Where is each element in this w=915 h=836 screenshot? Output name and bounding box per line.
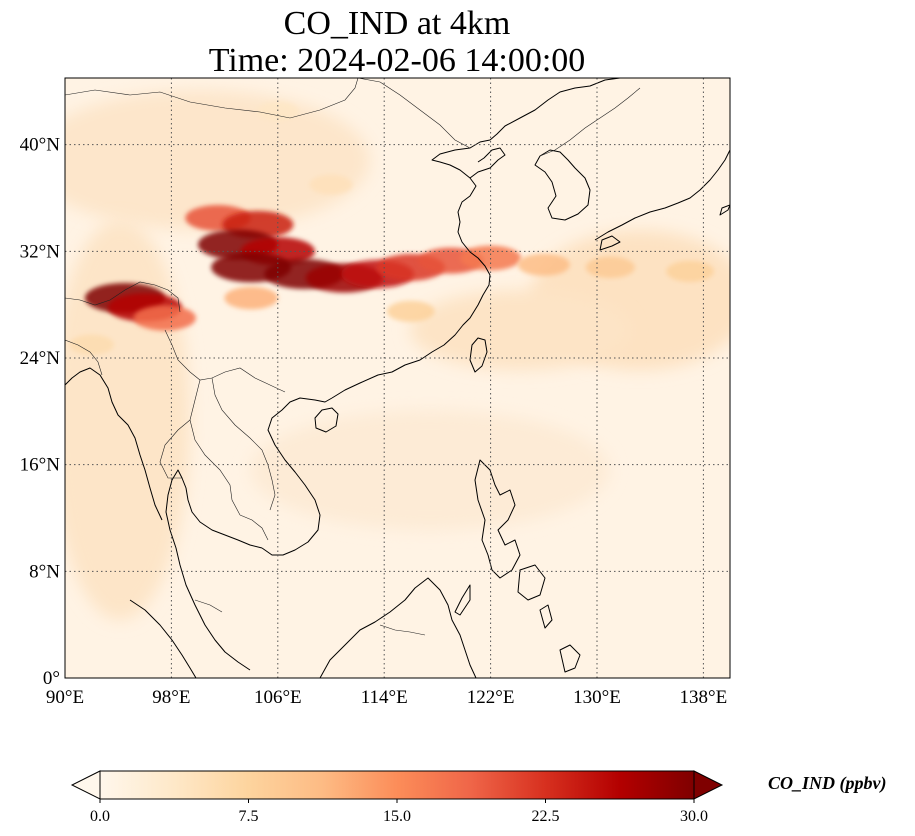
plume-mark-13 — [666, 260, 714, 282]
lon-tick-label: 98°E — [152, 687, 190, 708]
colorbar-tick-label: 7.5 — [239, 808, 259, 825]
longitude-axis: 90°E 98°E 106°E 114°E 122°E 130°E 138°E — [46, 687, 727, 708]
coastline-layer — [65, 78, 730, 678]
map-frame — [64, 77, 731, 679]
colorbar-extend-max — [693, 770, 724, 800]
plume-mark-17 — [224, 286, 278, 310]
gridlines — [65, 78, 730, 678]
plume-mark-19 — [69, 334, 114, 355]
lat-tick-label: 40°N — [20, 135, 61, 156]
lon-tick-label: 138°E — [680, 687, 728, 708]
plume-mark-20 — [256, 101, 299, 122]
lon-tick-label: 114°E — [361, 687, 408, 708]
colorbar-label: CO_IND (ppbv) — [768, 773, 887, 794]
colorbar-tick-label: 0.0 — [90, 808, 110, 825]
lat-tick-label: 0° — [43, 668, 60, 689]
lon-tick-label: 106°E — [254, 687, 302, 708]
plume-mark-16 — [133, 305, 196, 331]
border-layer — [65, 78, 641, 636]
lat-tick-label: 16°N — [20, 455, 61, 476]
lat-tick-label: 8°N — [29, 561, 60, 582]
map-subtitle-time: Time: 2024-02-06 14:00:00 — [209, 42, 586, 79]
colorbar-tick-label: 15.0 — [383, 808, 411, 825]
colorbar: 0.0 7.5 15.0 22.5 30.0 CO_IND (ppbv) — [70, 770, 887, 825]
plume-mark-12 — [585, 256, 635, 279]
colorbar-extend-min — [70, 770, 101, 800]
lat-tick-label: 32°N — [20, 241, 61, 262]
lon-tick-label: 122°E — [467, 687, 515, 708]
plume-mark-11 — [517, 253, 570, 276]
lon-tick-label: 90°E — [46, 687, 84, 708]
plume-mark-21 — [309, 174, 353, 195]
latitude-axis: 0° 8°N 16°N 24°N 32°N 40°N — [20, 135, 61, 689]
co-plume-layer — [69, 101, 714, 355]
colorbar-ticks: 0.0 7.5 15.0 22.5 30.0 — [90, 799, 708, 825]
lon-tick-label: 130°E — [573, 687, 621, 708]
lat-tick-label: 24°N — [20, 348, 61, 369]
map-panel: 90°E 98°E 106°E 114°E 122°E 130°E 138°E 0° 8°N 1… — [20, 77, 731, 708]
colorbar-tick-label: 22.5 — [532, 808, 560, 825]
plume-mark-18 — [386, 300, 435, 322]
colorbar-gradient — [100, 771, 694, 799]
colorbar-tick-label: 30.0 — [680, 808, 708, 825]
map-title: CO_IND at 4km — [284, 5, 511, 42]
